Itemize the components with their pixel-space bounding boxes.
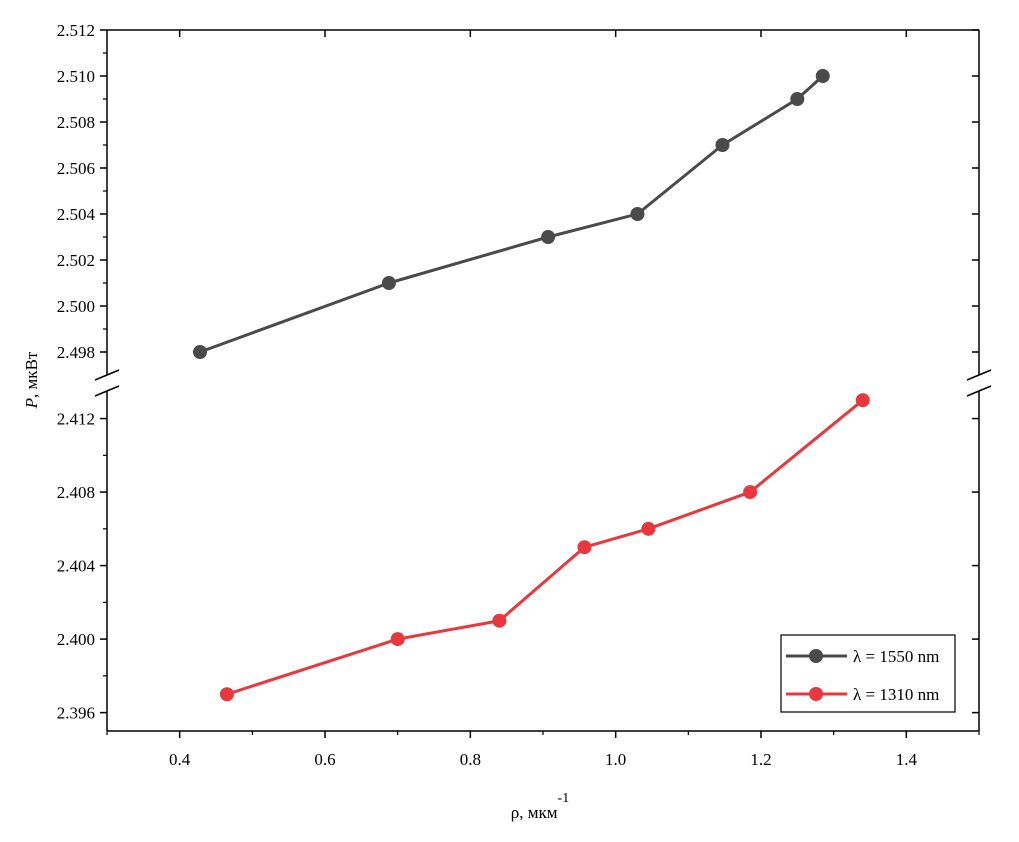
y-tick-label: 2.506 — [57, 159, 95, 178]
data-point — [381, 276, 396, 290]
axes-layer: 0.4 0.6 0.8 1.0 1.2 1.4 2.498 2.500 2.502 2.504 2.… — [22, 21, 992, 822]
y-tick-label: 2.504 — [57, 205, 96, 224]
data-point — [743, 485, 758, 500]
x-axis-title-superscript: -1 — [558, 791, 570, 806]
series-line — [226, 399, 864, 696]
legend-label: λ = 1310 nm — [853, 685, 939, 704]
data-point — [855, 393, 870, 408]
series-lambda-1550 — [193, 69, 830, 359]
x-tick-label: 1.4 — [896, 750, 918, 769]
x-tick-label: 0.6 — [314, 750, 335, 769]
axis-break-right-b — [966, 385, 992, 397]
data-point — [715, 138, 730, 152]
y-tick-label: 2.508 — [57, 113, 95, 132]
data-point — [219, 687, 234, 702]
data-point — [577, 540, 592, 555]
y-axis-title-symbol: P — [22, 398, 41, 409]
series-lambda-1310 — [219, 393, 870, 702]
y-tick-label: 2.400 — [57, 630, 95, 649]
legend-marker — [809, 649, 823, 663]
x-axis-title-text: ρ, мкм — [511, 803, 558, 822]
y-axis-title: P, мкВт — [22, 351, 41, 409]
legend-marker — [809, 687, 823, 701]
data-point — [193, 345, 208, 359]
x-axis-title: ρ, мкм-1 — [511, 791, 569, 822]
y-tick-label: 2.396 — [57, 704, 95, 723]
y-tick-label: 2.510 — [57, 67, 95, 86]
x-tick-label: 0.8 — [460, 750, 481, 769]
legend-label: λ = 1550 nm — [853, 647, 939, 666]
data-point — [630, 207, 645, 221]
axis-break-left-b — [94, 385, 120, 397]
series-layer — [193, 69, 870, 702]
series-line — [199, 74, 824, 354]
x-tick-label: 1.2 — [750, 750, 771, 769]
y-tick-label: 2.408 — [57, 483, 95, 502]
y-tick-label: 2.412 — [57, 410, 95, 429]
data-point — [541, 230, 556, 244]
y-axis-title-unit: , мкВт — [22, 351, 41, 398]
x-tick-label: 1.0 — [605, 750, 626, 769]
legend-box — [780, 634, 956, 713]
data-point — [815, 69, 830, 83]
axis-break-left-a — [94, 369, 120, 381]
data-point — [790, 92, 805, 106]
y-tick-label: 2.498 — [57, 343, 95, 362]
axis-break-right-a — [966, 369, 992, 381]
data-point — [492, 613, 507, 628]
y-tick-label: 2.502 — [57, 251, 95, 270]
x-tick-label: 0.4 — [169, 750, 191, 769]
y-tick-label: 2.512 — [57, 21, 95, 40]
legend: λ = 1550 nm λ = 1310 nm — [780, 634, 956, 713]
data-point — [390, 632, 405, 647]
y-tick-label: 2.500 — [57, 297, 95, 316]
y-tick-label: 2.404 — [57, 557, 96, 576]
data-point — [641, 521, 656, 536]
